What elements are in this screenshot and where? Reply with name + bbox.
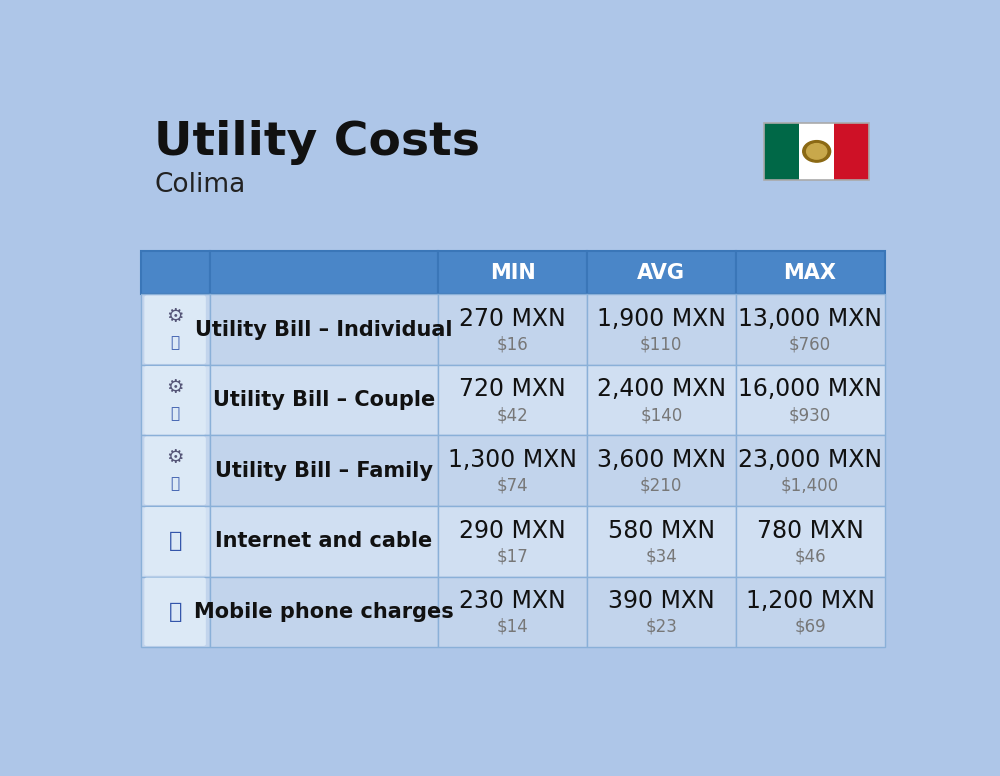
Text: $23: $23	[645, 618, 677, 636]
Text: Utility Bill – Family: Utility Bill – Family	[215, 461, 433, 481]
Bar	[140, 435, 210, 506]
Bar	[587, 506, 736, 577]
Text: MIN: MIN	[490, 263, 535, 283]
FancyBboxPatch shape	[144, 437, 206, 505]
Text: $74: $74	[497, 476, 528, 494]
Text: $140: $140	[640, 406, 682, 424]
Text: 1,200 MXN: 1,200 MXN	[746, 589, 875, 613]
Text: 📱: 📱	[168, 601, 182, 622]
Text: $46: $46	[794, 547, 826, 565]
Bar	[210, 577, 438, 647]
Bar	[210, 294, 438, 365]
Bar	[834, 123, 869, 180]
Bar	[210, 251, 438, 294]
Text: 📶: 📶	[168, 532, 182, 551]
Text: Mobile phone charges: Mobile phone charges	[194, 601, 454, 622]
Bar	[764, 123, 799, 180]
Text: ⚙: ⚙	[166, 448, 184, 467]
Text: 1,300 MXN: 1,300 MXN	[448, 448, 577, 472]
Bar	[587, 577, 736, 647]
Bar	[438, 506, 587, 577]
Text: AVG: AVG	[637, 263, 685, 283]
Text: 270 MXN: 270 MXN	[459, 307, 566, 331]
Bar	[210, 365, 438, 435]
Text: 👥: 👥	[171, 406, 180, 421]
Text: 👤: 👤	[171, 335, 180, 351]
FancyBboxPatch shape	[144, 577, 206, 646]
Bar	[140, 577, 210, 647]
Bar	[736, 365, 885, 435]
Bar	[587, 365, 736, 435]
Text: 2,400 MXN: 2,400 MXN	[597, 377, 726, 401]
Text: $69: $69	[794, 618, 826, 636]
Text: $110: $110	[640, 336, 682, 354]
Text: 3,600 MXN: 3,600 MXN	[597, 448, 726, 472]
Text: 290 MXN: 290 MXN	[459, 518, 566, 542]
Text: 720 MXN: 720 MXN	[459, 377, 566, 401]
Bar	[736, 435, 885, 506]
Bar	[140, 506, 210, 577]
Text: 23,000 MXN: 23,000 MXN	[738, 448, 882, 472]
Bar	[736, 506, 885, 577]
Bar	[587, 251, 736, 294]
Text: ⚙: ⚙	[166, 307, 184, 326]
Text: Colima: Colima	[154, 172, 246, 198]
Text: $210: $210	[640, 476, 682, 494]
Text: MAX: MAX	[784, 263, 837, 283]
Bar	[764, 123, 869, 180]
Text: 16,000 MXN: 16,000 MXN	[738, 377, 882, 401]
Bar	[140, 251, 210, 294]
Bar	[140, 294, 210, 365]
Bar	[438, 251, 587, 294]
Circle shape	[803, 140, 831, 162]
Text: $42: $42	[497, 406, 528, 424]
FancyBboxPatch shape	[144, 366, 206, 435]
Text: 👪: 👪	[171, 476, 180, 491]
Bar	[140, 365, 210, 435]
Bar	[210, 435, 438, 506]
Circle shape	[807, 144, 827, 159]
Bar	[799, 123, 834, 180]
Bar	[438, 294, 587, 365]
Text: $930: $930	[789, 406, 831, 424]
Text: $14: $14	[497, 618, 528, 636]
Bar	[210, 506, 438, 577]
FancyBboxPatch shape	[144, 296, 206, 364]
Text: 13,000 MXN: 13,000 MXN	[738, 307, 882, 331]
Text: $16: $16	[497, 336, 528, 354]
Bar	[587, 435, 736, 506]
Text: Utility Bill – Individual: Utility Bill – Individual	[195, 320, 453, 340]
Text: 580 MXN: 580 MXN	[608, 518, 715, 542]
Text: $34: $34	[645, 547, 677, 565]
Bar	[736, 577, 885, 647]
Bar	[438, 577, 587, 647]
Text: ⚙: ⚙	[166, 378, 184, 397]
Text: $760: $760	[789, 336, 831, 354]
Bar	[736, 294, 885, 365]
Text: 1,900 MXN: 1,900 MXN	[597, 307, 726, 331]
Bar	[587, 294, 736, 365]
Text: Utility Costs: Utility Costs	[154, 120, 480, 165]
Text: 390 MXN: 390 MXN	[608, 589, 715, 613]
Bar	[438, 435, 587, 506]
Text: 780 MXN: 780 MXN	[757, 518, 864, 542]
Text: 230 MXN: 230 MXN	[459, 589, 566, 613]
FancyBboxPatch shape	[144, 507, 206, 576]
Text: Utility Bill – Couple: Utility Bill – Couple	[213, 390, 435, 411]
Text: $17: $17	[497, 547, 528, 565]
Bar	[438, 365, 587, 435]
Bar	[736, 251, 885, 294]
Text: Internet and cable: Internet and cable	[215, 532, 433, 551]
Text: $1,400: $1,400	[781, 476, 839, 494]
